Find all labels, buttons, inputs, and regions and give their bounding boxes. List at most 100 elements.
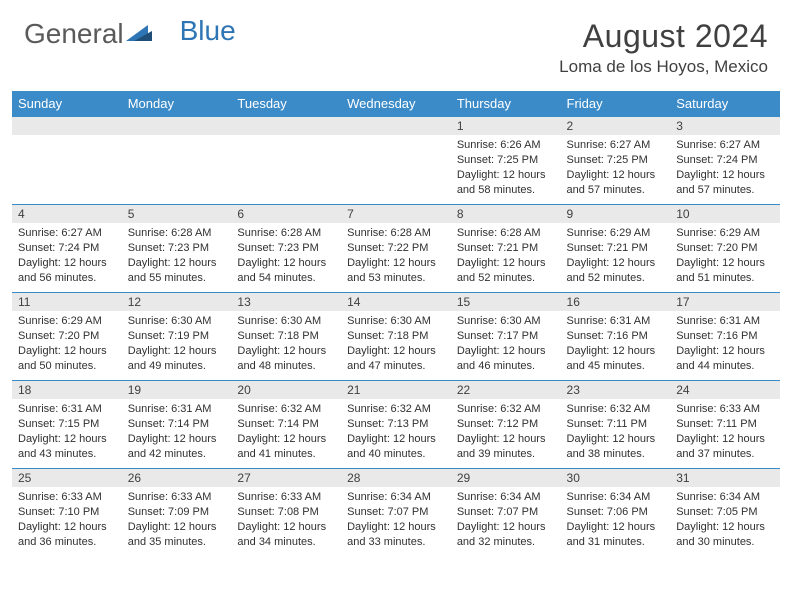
day-info: Sunrise: 6:31 AMSunset: 7:15 PMDaylight:… [12, 399, 122, 465]
weekday-header: Friday [561, 91, 671, 117]
day-number: 10 [670, 205, 780, 223]
sunset-text: Sunset: 7:20 PM [18, 329, 116, 344]
daylight-text: Daylight: 12 hours and 46 minutes. [457, 344, 555, 374]
sunrise-text: Sunrise: 6:32 AM [457, 402, 555, 417]
day-info: Sunrise: 6:27 AMSunset: 7:25 PMDaylight:… [561, 135, 671, 201]
day-number: 18 [12, 381, 122, 399]
sunrise-text: Sunrise: 6:30 AM [237, 314, 335, 329]
calendar-cell: 26Sunrise: 6:33 AMSunset: 7:09 PMDayligh… [122, 469, 232, 557]
day-number [12, 117, 122, 135]
day-info: Sunrise: 6:33 AMSunset: 7:11 PMDaylight:… [670, 399, 780, 465]
calendar-cell: 2Sunrise: 6:27 AMSunset: 7:25 PMDaylight… [561, 117, 671, 205]
sunset-text: Sunset: 7:18 PM [347, 329, 445, 344]
calendar-cell: 25 Sunrise: 6:33 AMSunset: 7:10 PMDayligh… [12, 469, 122, 557]
day-number: 9 [561, 205, 671, 223]
day-info: Sunrise: 6:33 AMSunset: 7:09 PMDaylight:… [122, 487, 232, 553]
day-info: Sunrise: 6:34 AMSunset: 7:06 PMDaylight:… [561, 487, 671, 553]
calendar-cell: 10Sunrise: 6:29 AMSunset: 7:20 PMDayligh… [670, 205, 780, 293]
sunrise-text: Sunrise: 6:32 AM [567, 402, 665, 417]
sunset-text: Sunset: 7:11 PM [567, 417, 665, 432]
calendar-table: Sunday Monday Tuesday Wednesday Thursday… [12, 91, 780, 557]
daylight-text: Daylight: 12 hours and 52 minutes. [457, 256, 555, 286]
calendar-cell: 12Sunrise: 6:30 AMSunset: 7:19 PMDayligh… [122, 293, 232, 381]
day-number [341, 117, 451, 135]
calendar-cell: 29Sunrise: 6:34 AMSunset: 7:07 PMDayligh… [451, 469, 561, 557]
day-number: 4 [12, 205, 122, 223]
daylight-text: Daylight: 12 hours and 30 minutes. [676, 520, 774, 550]
calendar-row: 18Sunrise: 6:31 AMSunset: 7:15 PMDayligh… [12, 381, 780, 469]
daylight-text: Daylight: 12 hours and 43 minutes. [18, 432, 116, 462]
sunset-text: Sunset: 7:17 PM [457, 329, 555, 344]
daylight-text: Daylight: 12 hours and 39 minutes. [457, 432, 555, 462]
sunset-text: Sunset: 7:11 PM [676, 417, 774, 432]
calendar-cell: 6Sunrise: 6:28 AMSunset: 7:23 PMDaylight… [231, 205, 341, 293]
sunset-text: Sunset: 7:09 PM [128, 505, 226, 520]
calendar-cell: 28Sunrise: 6:34 AMSunset: 7:07 PMDayligh… [341, 469, 451, 557]
day-number: 8 [451, 205, 561, 223]
sunrise-text: Sunrise: 6:34 AM [567, 490, 665, 505]
daylight-text: Daylight: 12 hours and 51 minutes. [676, 256, 774, 286]
daylight-text: Daylight: 12 hours and 48 minutes. [237, 344, 335, 374]
calendar-cell: 15Sunrise: 6:30 AMSunset: 7:17 PMDayligh… [451, 293, 561, 381]
sunrise-text: Sunrise: 6:29 AM [676, 226, 774, 241]
day-info: Sunrise: 6:29 AMSunset: 7:20 PMDaylight:… [12, 311, 122, 377]
sunset-text: Sunset: 7:16 PM [567, 329, 665, 344]
calendar-cell: 4Sunrise: 6:27 AMSunset: 7:24 PMDaylight… [12, 205, 122, 293]
day-number [231, 117, 341, 135]
day-number: 29 [451, 469, 561, 487]
calendar-cell: 24Sunrise: 6:33 AMSunset: 7:11 PMDayligh… [670, 381, 780, 469]
calendar-cell: 27Sunrise: 6:33 AMSunset: 7:08 PMDayligh… [231, 469, 341, 557]
weekday-header: Sunday [12, 91, 122, 117]
calendar-cell: 1Sunrise: 6:26 AMSunset: 7:25 PMDaylight… [451, 117, 561, 205]
daylight-text: Daylight: 12 hours and 36 minutes. [18, 520, 116, 550]
day-info: Sunrise: 6:30 AMSunset: 7:18 PMDaylight:… [341, 311, 451, 377]
day-number: 30 [561, 469, 671, 487]
sunrise-text: Sunrise: 6:33 AM [676, 402, 774, 417]
sunset-text: Sunset: 7:23 PM [128, 241, 226, 256]
daylight-text: Daylight: 12 hours and 40 minutes. [347, 432, 445, 462]
sunrise-text: Sunrise: 6:33 AM [18, 490, 116, 505]
daylight-text: Daylight: 12 hours and 52 minutes. [567, 256, 665, 286]
sunset-text: Sunset: 7:08 PM [237, 505, 335, 520]
sunrise-text: Sunrise: 6:30 AM [128, 314, 226, 329]
day-number: 11 [12, 293, 122, 311]
day-info: Sunrise: 6:34 AMSunset: 7:05 PMDaylight:… [670, 487, 780, 553]
day-info: Sunrise: 6:34 AMSunset: 7:07 PMDaylight:… [451, 487, 561, 553]
daylight-text: Daylight: 12 hours and 34 minutes. [237, 520, 335, 550]
sunset-text: Sunset: 7:22 PM [347, 241, 445, 256]
calendar-cell: 11Sunrise: 6:29 AMSunset: 7:20 PMDayligh… [12, 293, 122, 381]
day-number: 25 [12, 469, 122, 487]
calendar-cell: 19Sunrise: 6:31 AMSunset: 7:14 PMDayligh… [122, 381, 232, 469]
daylight-text: Daylight: 12 hours and 55 minutes. [128, 256, 226, 286]
day-number: 12 [122, 293, 232, 311]
calendar-row: 11Sunrise: 6:29 AMSunset: 7:20 PMDayligh… [12, 293, 780, 381]
calendar-row: 1Sunrise: 6:26 AMSunset: 7:25 PMDaylight… [12, 117, 780, 205]
day-number: 14 [341, 293, 451, 311]
day-number: 20 [231, 381, 341, 399]
daylight-text: Daylight: 12 hours and 58 minutes. [457, 168, 555, 198]
sunrise-text: Sunrise: 6:27 AM [676, 138, 774, 153]
daylight-text: Daylight: 12 hours and 56 minutes. [18, 256, 116, 286]
sunset-text: Sunset: 7:07 PM [457, 505, 555, 520]
day-info: Sunrise: 6:30 AMSunset: 7:18 PMDaylight:… [231, 311, 341, 377]
sunset-text: Sunset: 7:21 PM [567, 241, 665, 256]
day-number: 3 [670, 117, 780, 135]
calendar-cell: 30Sunrise: 6:34 AMSunset: 7:06 PMDayligh… [561, 469, 671, 557]
calendar-cell: 23Sunrise: 6:32 AMSunset: 7:11 PMDayligh… [561, 381, 671, 469]
weekday-header: Thursday [451, 91, 561, 117]
calendar-cell: 7Sunrise: 6:28 AMSunset: 7:22 PMDaylight… [341, 205, 451, 293]
day-info: Sunrise: 6:30 AMSunset: 7:17 PMDaylight:… [451, 311, 561, 377]
day-info: Sunrise: 6:30 AMSunset: 7:19 PMDaylight:… [122, 311, 232, 377]
sunset-text: Sunset: 7:24 PM [676, 153, 774, 168]
sunrise-text: Sunrise: 6:34 AM [457, 490, 555, 505]
sunrise-text: Sunrise: 6:34 AM [676, 490, 774, 505]
daylight-text: Daylight: 12 hours and 41 minutes. [237, 432, 335, 462]
day-number: 15 [451, 293, 561, 311]
sunrise-text: Sunrise: 6:29 AM [567, 226, 665, 241]
sunset-text: Sunset: 7:10 PM [18, 505, 116, 520]
daylight-text: Daylight: 12 hours and 44 minutes. [676, 344, 774, 374]
calendar-cell [231, 117, 341, 205]
sunrise-text: Sunrise: 6:26 AM [457, 138, 555, 153]
sunset-text: Sunset: 7:07 PM [347, 505, 445, 520]
weekday-header: Monday [122, 91, 232, 117]
